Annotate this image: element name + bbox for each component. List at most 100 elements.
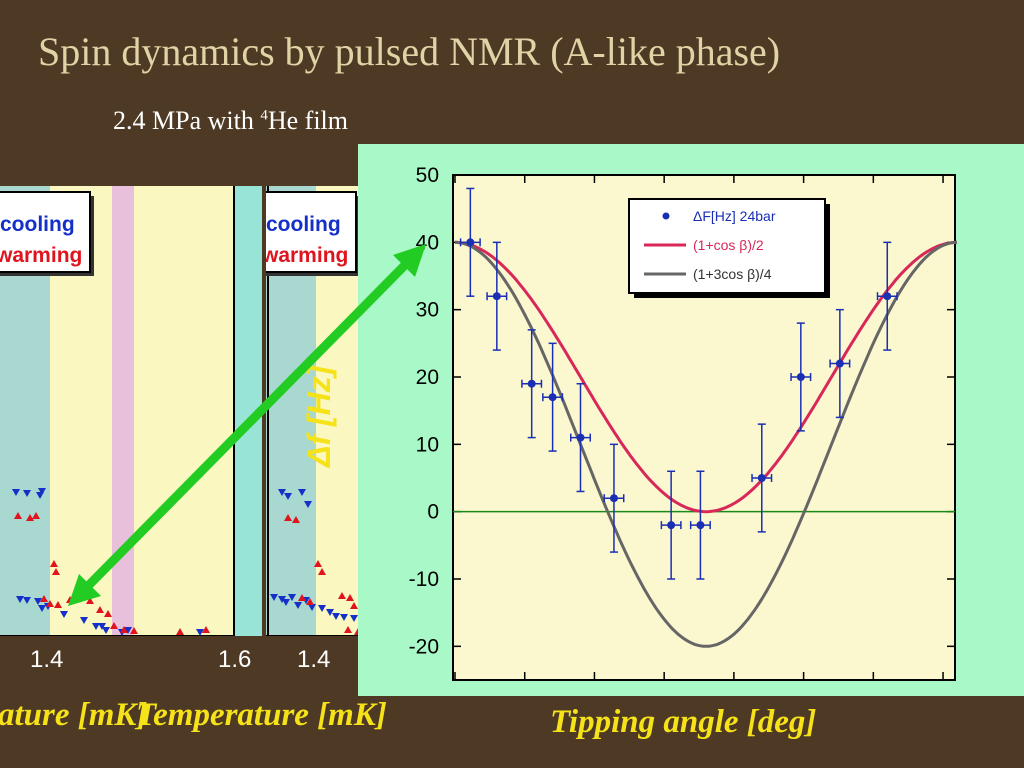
cooling-marker xyxy=(318,605,326,612)
arrow-head-left xyxy=(68,574,101,606)
warming-marker xyxy=(32,512,40,519)
cooling-marker xyxy=(23,597,31,604)
data-point xyxy=(751,423,773,533)
x-tick-label: 150 xyxy=(647,695,682,696)
point-marker xyxy=(492,292,501,301)
y-tick-label: 30 xyxy=(416,299,439,322)
cooling-marker xyxy=(102,627,110,634)
warming-marker xyxy=(54,601,62,608)
warming-marker xyxy=(14,512,22,519)
warming-marker xyxy=(110,622,118,629)
legend-cooling: cooling xyxy=(0,213,75,236)
point-marker xyxy=(696,521,705,530)
cooling-marker xyxy=(12,489,20,496)
legend-item-red-curve: (1+cos β)/2 xyxy=(693,237,764,253)
point-marker xyxy=(548,393,557,402)
x-tick-label: 0 xyxy=(449,695,461,696)
data-point xyxy=(569,382,592,493)
y-tick-label: 0 xyxy=(427,501,439,524)
cooling-marker xyxy=(16,596,24,603)
cooling-marker xyxy=(270,594,278,601)
point-marker xyxy=(835,359,844,368)
curve-three-quarter-cos xyxy=(454,240,958,648)
data-point xyxy=(829,308,851,419)
main-x-axis-title: Tipping angle [deg] xyxy=(550,704,817,740)
warming-marker xyxy=(318,568,326,575)
data-point xyxy=(521,329,543,439)
legend-warming: warming xyxy=(0,244,82,267)
warming-marker xyxy=(338,592,346,599)
temperature-plot-1: cooling warming xyxy=(0,186,262,636)
data-point xyxy=(689,470,711,580)
y-tick-label: 50 xyxy=(416,164,439,187)
cooling-marker xyxy=(350,615,358,622)
arrow-head-right xyxy=(393,244,426,277)
data-point xyxy=(790,322,812,432)
delta-f-axis-title: Δf [Hz] xyxy=(301,364,337,468)
slide-title: Spin dynamics by pulsed NMR (A-like phas… xyxy=(38,29,781,74)
cooling-marker xyxy=(284,493,292,500)
region-pink xyxy=(112,186,134,636)
subtitle-prefix: 2.4 MPa with xyxy=(113,106,261,135)
cooling-marker xyxy=(340,614,348,621)
x-tick-label: 1.6 xyxy=(218,646,252,673)
y-tick-label: -10 xyxy=(409,568,439,591)
chart-legend: ΔF[Hz] 24bar (1+cos β)/2 (1+3cos β)/4 xyxy=(628,198,830,298)
warming-marker xyxy=(306,598,314,605)
curve-half-cos xyxy=(454,240,958,514)
warming-marker xyxy=(176,628,184,635)
cooling-marker xyxy=(34,598,42,605)
warming-marker xyxy=(86,597,94,604)
x-axis-title-1: ature [mK] xyxy=(0,697,148,733)
subtitle-superscript: 4 xyxy=(260,107,268,124)
x-tick-label: 1.4 xyxy=(30,646,64,673)
warming-marker xyxy=(26,514,34,521)
point-marker xyxy=(609,494,618,503)
warming-marker xyxy=(298,594,306,601)
cooling-marker xyxy=(282,599,290,606)
cooling-marker xyxy=(98,623,106,630)
cooling-marker xyxy=(196,629,204,636)
x-tick-label: 350 xyxy=(926,695,961,696)
point-marker xyxy=(466,238,475,247)
cooling-marker xyxy=(80,617,88,624)
warming-marker xyxy=(350,602,358,609)
cooling-marker xyxy=(38,605,46,612)
warming-marker xyxy=(50,560,58,567)
warming-marker xyxy=(346,594,354,601)
cooling-marker xyxy=(60,611,68,618)
region-yellow-2 xyxy=(134,186,234,636)
warming-marker xyxy=(314,560,322,567)
warming-marker xyxy=(344,626,352,633)
legend-item-data: ΔF[Hz] 24bar xyxy=(693,208,776,224)
point-marker xyxy=(576,433,585,442)
point-marker xyxy=(527,379,536,388)
cooling-marker xyxy=(332,613,340,620)
cooling-marker xyxy=(308,604,316,611)
data-point xyxy=(660,470,682,580)
cooling-marker xyxy=(38,488,46,495)
cooling-marker xyxy=(124,627,132,634)
legend-cooling: cooling xyxy=(266,213,341,236)
data-point xyxy=(542,342,564,452)
x-axis-title-2: Temperature [mK] xyxy=(136,697,387,733)
warming-marker xyxy=(96,606,104,613)
cooling-marker xyxy=(92,623,100,630)
data-point xyxy=(603,443,625,553)
y-tick-label: -20 xyxy=(409,635,439,658)
warming-marker xyxy=(52,568,60,575)
cooling-marker xyxy=(326,609,334,616)
x-tick-label: 1.4 xyxy=(297,646,331,673)
warming-marker xyxy=(120,626,128,633)
warming-marker xyxy=(292,516,300,523)
warming-marker xyxy=(40,595,48,602)
cooling-marker xyxy=(288,594,296,601)
cooling-marker xyxy=(23,490,31,497)
point-marker xyxy=(667,521,676,530)
point-marker xyxy=(883,292,892,301)
cooling-marker xyxy=(278,489,286,496)
legend-box xyxy=(0,191,91,273)
warming-marker xyxy=(202,626,210,633)
